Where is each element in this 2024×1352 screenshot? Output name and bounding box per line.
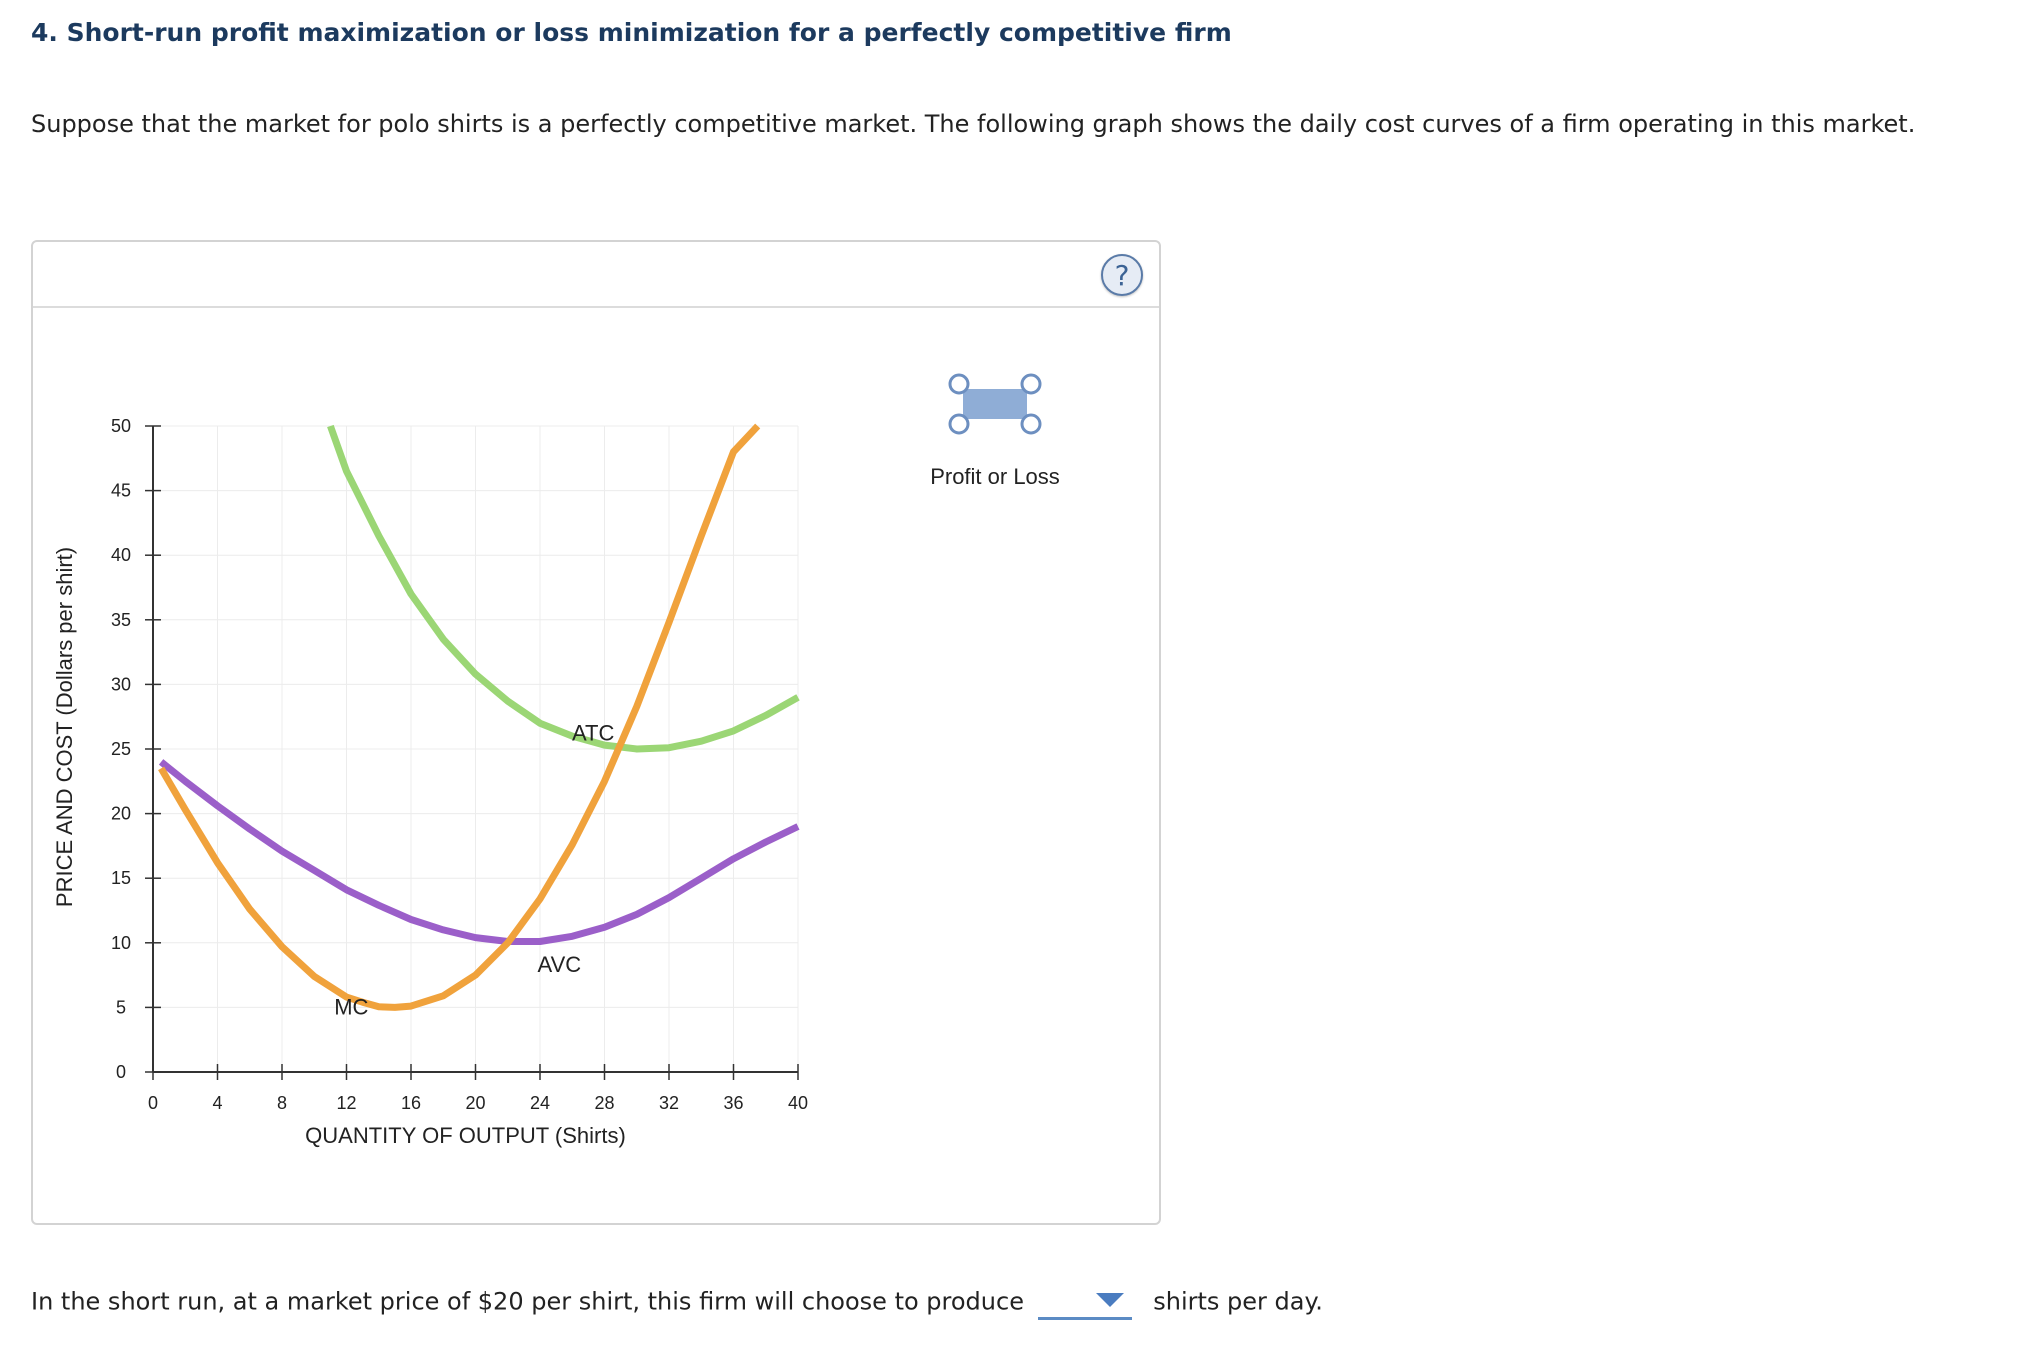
- x-tick-label: 0: [148, 1093, 158, 1113]
- y-tick-label: 50: [111, 416, 131, 436]
- x-tick-label: 36: [723, 1093, 743, 1113]
- question-text-after: shirts per day.: [1153, 1287, 1323, 1316]
- mc-curve[interactable]: [158, 423, 761, 1011]
- question-mark-icon: ?: [1114, 259, 1130, 292]
- x-tick-label: 16: [401, 1093, 421, 1113]
- atc-curve[interactable]: [327, 424, 800, 753]
- intro-text: Suppose that the market for polo shirts …: [31, 110, 1916, 138]
- mc-label: MC: [334, 994, 368, 1019]
- legend-handle-icon: [1020, 413, 1042, 435]
- help-button[interactable]: ?: [1101, 254, 1143, 296]
- y-tick-label: 0: [116, 1062, 126, 1082]
- x-tick-label: 12: [336, 1093, 356, 1113]
- y-tick-label: 10: [111, 933, 131, 953]
- x-tick-label: 40: [788, 1093, 808, 1113]
- x-tick-label: 32: [659, 1093, 679, 1113]
- y-tick-label: 45: [111, 481, 131, 501]
- profit-or-loss-label: Profit or Loss: [930, 464, 1060, 489]
- x-tick-label: 8: [277, 1093, 287, 1113]
- x-tick-label: 28: [594, 1093, 614, 1113]
- question-text-before: In the short run, at a market price of $…: [31, 1287, 1024, 1316]
- profit-or-loss-legend-shape[interactable]: [963, 389, 1027, 419]
- y-tick-label: 15: [111, 868, 131, 888]
- legend-handle-icon: [948, 413, 970, 435]
- graph-panel-header: ?: [33, 242, 1159, 308]
- question-sentence: In the short run, at a market price of $…: [31, 1285, 1323, 1320]
- y-tick-label: 5: [116, 997, 126, 1017]
- page-title: 4. Short-run profit maximization or loss…: [31, 18, 1232, 47]
- y-tick-label: 40: [111, 545, 131, 565]
- x-tick-label: 4: [212, 1093, 222, 1113]
- atc-label: ATC: [572, 720, 614, 745]
- x-tick-label: 24: [530, 1093, 550, 1113]
- y-tick-label: 30: [111, 674, 131, 694]
- y-axis-label: PRICE AND COST (Dollars per shirt): [52, 547, 77, 907]
- y-tick-label: 35: [111, 610, 131, 630]
- y-tick-label: 20: [111, 804, 131, 824]
- avc-label: AVC: [538, 952, 582, 977]
- legend-handle-icon: [948, 373, 970, 395]
- x-tick-label: 20: [465, 1093, 485, 1113]
- quantity-dropdown[interactable]: [1037, 1285, 1132, 1320]
- x-axis-label: QUANTITY OF OUTPUT (Shirts): [305, 1123, 626, 1148]
- avc-curve[interactable]: [158, 759, 800, 945]
- y-tick-label: 25: [111, 739, 131, 759]
- legend-handle-icon: [1020, 373, 1042, 395]
- chevron-down-icon: [1095, 1293, 1124, 1307]
- graph-panel: ? 0 5 10 15 20 25 30 35 40 45 50 0 4 8 12 16 20 24 28 32 36 4…: [31, 240, 1161, 1225]
- cost-curves-chart: 0 5 10 15 20 25 30 35 40 45 50 0 4 8 12 16 20 24 28 32 36 40 Q…: [52, 373, 1060, 1148]
